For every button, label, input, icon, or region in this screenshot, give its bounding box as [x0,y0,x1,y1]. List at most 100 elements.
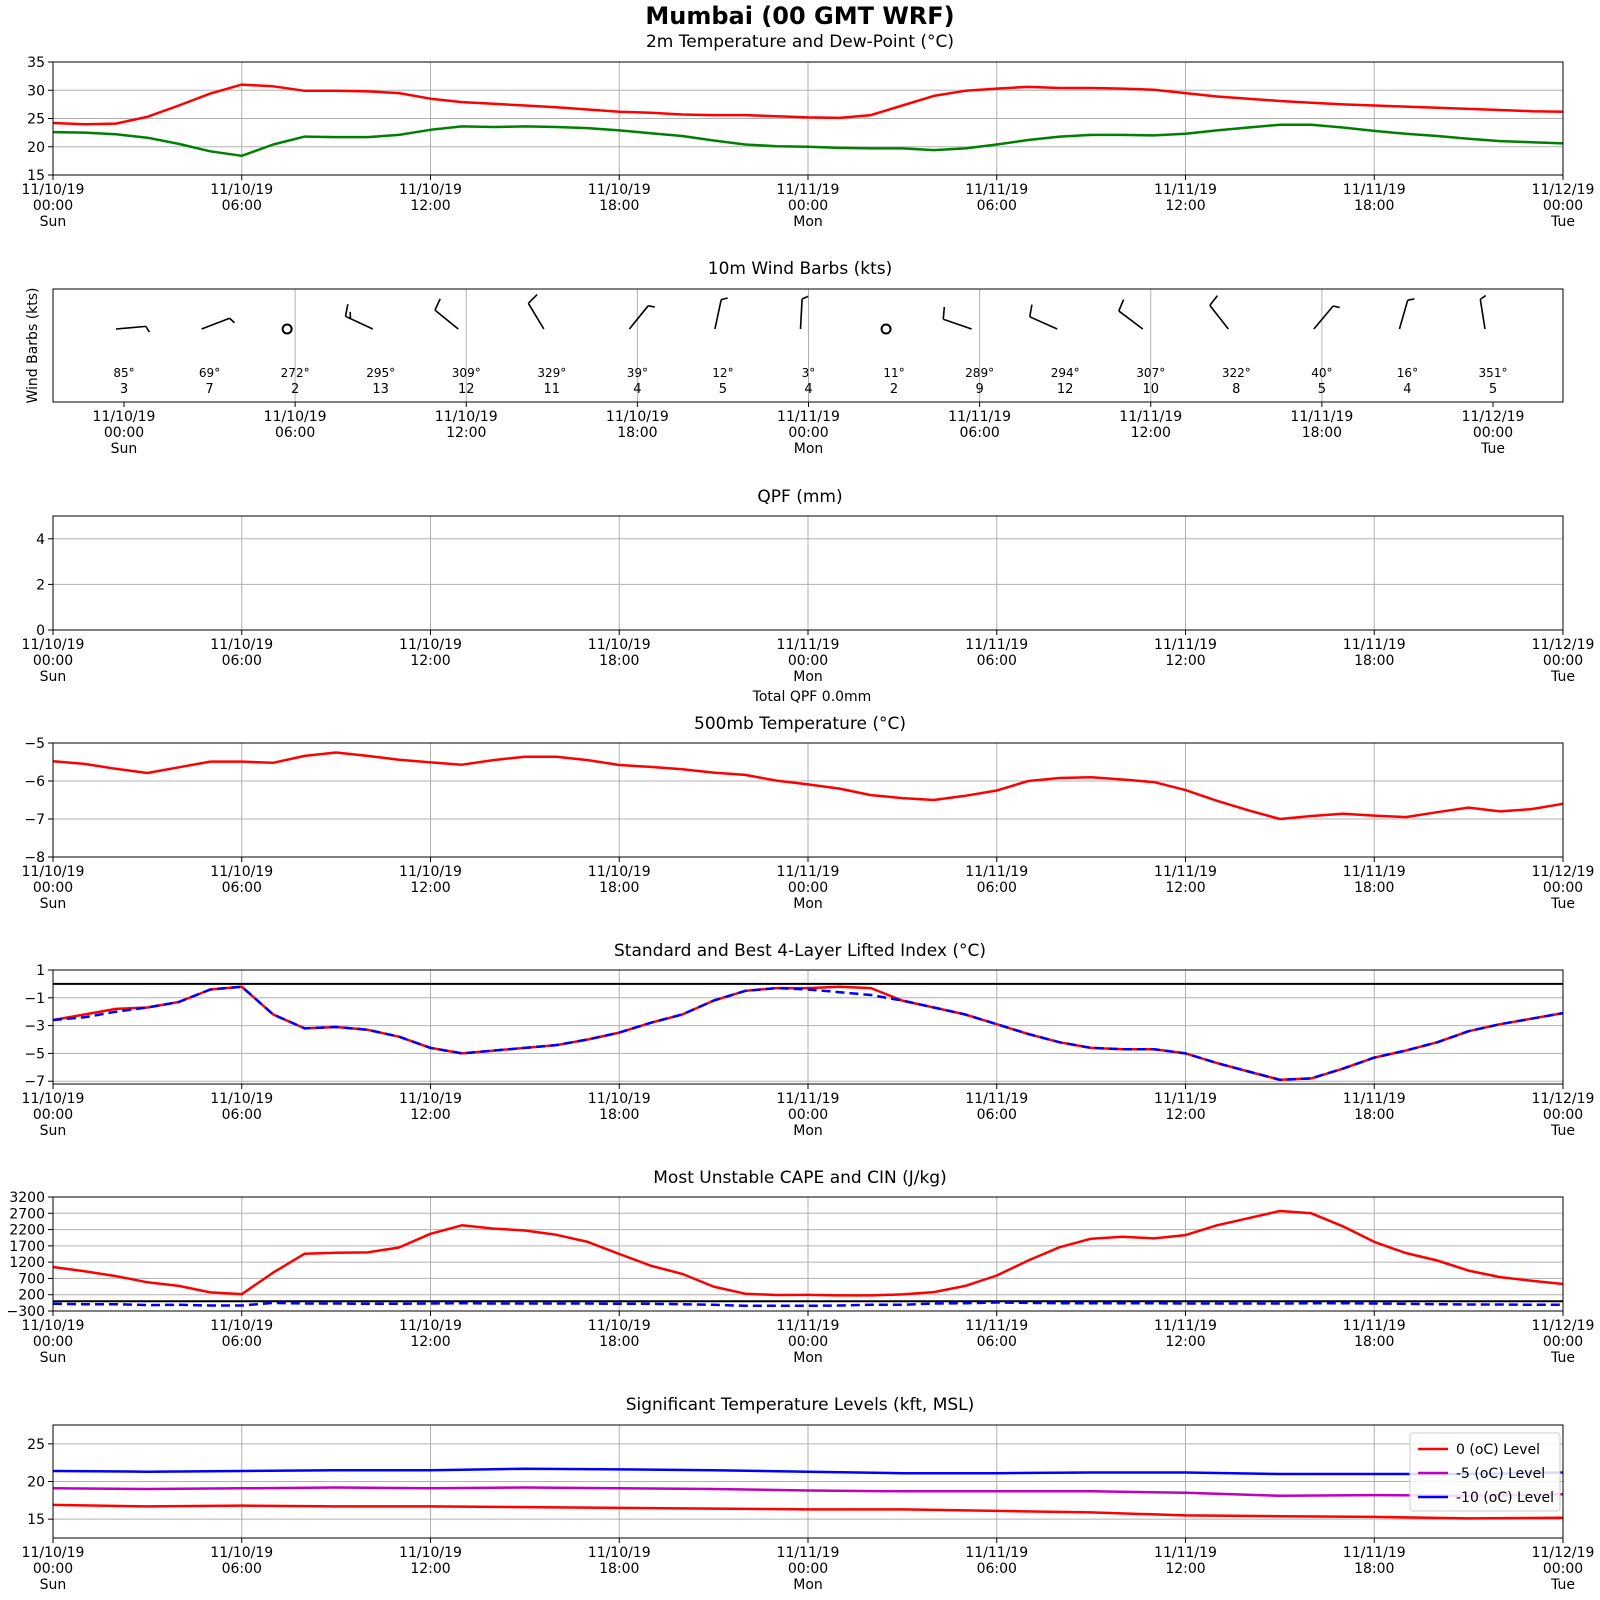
series-line [52,83,1564,126]
x-tick-time: 18:00 [1354,1334,1394,1350]
x-tick-day: Mon [793,669,823,685]
x-tick-time: 06:00 [977,1334,1017,1350]
barb-staff [201,317,230,330]
x-tick-time: 12:00 [1165,880,1205,896]
barb-flag [145,325,151,333]
x-tick-date: 11/10/19 [588,637,651,653]
x-tick-time: 06:00 [977,653,1017,669]
x-tick-date: 11/10/19 [399,1545,462,1561]
panels: 2m Temperature and Dew-Point (°C)1520253… [7,32,1595,1593]
barb-staff [628,305,649,330]
x-tick-date: 11/11/19 [1290,409,1353,425]
x-tick-date: 11/11/19 [777,864,840,880]
x-tick-time: 12:00 [410,1334,450,1350]
wind-speed-label: 4 [1403,382,1411,397]
y-tick-label: 2 [36,577,45,593]
x-tick-date: 11/11/19 [777,1318,840,1334]
wind-speed-label: 13 [372,382,389,397]
wind-barb [799,295,809,330]
x-tick-time: 06:00 [222,1561,262,1577]
series-line [52,1209,1564,1297]
wind-speed-label: 3 [120,382,128,397]
series-line [52,751,1564,821]
x-tick-time: 12:00 [1165,1107,1205,1123]
x-tick-date: 11/10/19 [588,1091,651,1107]
x-tick-date: 11/12/19 [1532,864,1595,880]
wind-barb [281,323,293,335]
x-tick-date: 11/11/19 [1154,182,1217,198]
x-tick-day: Mon [793,896,823,912]
x-tick-date: 11/11/19 [777,637,840,653]
x-tick-date: 11/11/19 [948,409,1011,425]
barb-staff [1118,310,1144,330]
wind-speed-label: 5 [1489,382,1497,397]
series-line [52,1467,1564,1476]
y-tick-label: 2200 [9,1223,45,1239]
panel-6: Most Unstable CAPE and CIN (J/kg) −300200… [7,1168,1595,1366]
wind-speed-label: 5 [719,382,727,397]
x-tick-date: 11/10/19 [588,864,651,880]
x-tick-date: 11/12/19 [1532,1318,1595,1334]
x-tick-day: Mon [794,441,824,457]
barb-flag [527,293,538,304]
x-tick-date: 11/11/19 [1343,182,1406,198]
y-tick-label: 25 [27,112,45,128]
wind-direction-label: 69° [199,366,220,380]
x-tick-time: 00:00 [788,1107,828,1123]
wind-direction-label: 329° [537,366,566,380]
x-tick-date: 11/10/19 [210,637,273,653]
x-tick-time: 06:00 [977,880,1017,896]
wind-speed-label: 4 [633,382,641,397]
wind-barb [344,304,374,330]
x-tick-time: 18:00 [1354,880,1394,896]
barb-staff [1029,316,1058,330]
x-tick-date: 11/11/19 [965,637,1028,653]
wind-barb [1313,305,1340,330]
y-tick-label: 20 [27,1475,45,1491]
x-tick-date: 11/11/19 [777,182,840,198]
wind-speed-label: 12 [1057,382,1074,397]
panel-title: 2m Temperature and Dew-Point (°C) [646,32,954,52]
x-tick-time: 00:00 [1543,1334,1583,1350]
panel-title: Most Unstable CAPE and CIN (J/kg) [653,1168,946,1188]
barb-flag [720,297,728,301]
barb-staff [1313,305,1334,330]
x-tick-date: 11/10/19 [399,864,462,880]
x-tick-time: 00:00 [1473,425,1513,441]
barb-flag [942,306,946,320]
series-line [52,123,1564,158]
x-tick-time: 12:00 [1165,1561,1205,1577]
x-tick-day: Sun [40,1350,67,1366]
y-tick-label: 700 [18,1271,45,1287]
x-tick-date: 11/10/19 [22,864,85,880]
wind-speed-label: 11 [544,382,561,397]
x-tick-date: 11/10/19 [22,182,85,198]
panel-title: 10m Wind Barbs (kts) [708,259,892,279]
x-tick-date: 11/10/19 [399,182,462,198]
wind-direction-label: 322° [1222,366,1251,380]
wind-direction-label: 295° [366,366,395,380]
x-tick-day: Sun [40,896,67,912]
wind-barb [880,323,892,335]
calm-circle [281,323,293,335]
y-tick-label: −1 [24,991,45,1007]
legend-box [1409,1432,1561,1512]
x-tick-date: 11/11/19 [1119,409,1182,425]
panel-title: Standard and Best 4-Layer Lifted Index (… [614,941,986,961]
panel-title: QPF (mm) [757,487,842,507]
x-tick-date: 11/11/19 [777,409,840,425]
y-tick-label: −5 [24,1046,45,1062]
barb-staff [799,298,803,330]
x-tick-time: 00:00 [1543,1561,1583,1577]
x-tick-date: 11/11/19 [1343,637,1406,653]
y-tick-label: −300 [7,1304,45,1320]
x-tick-time: 00:00 [33,653,73,669]
wind-barb [527,293,545,330]
wind-direction-label: 351° [1479,366,1508,380]
x-tick-time: 00:00 [1543,653,1583,669]
x-tick-date: 11/12/19 [1532,637,1595,653]
y-tick-label: 0 [36,623,45,639]
barb-staff [115,325,146,330]
legend: 0 (oC) Level -5 (oC) Level -10 (oC) Level [1409,1432,1561,1512]
wind-barb [115,325,151,333]
